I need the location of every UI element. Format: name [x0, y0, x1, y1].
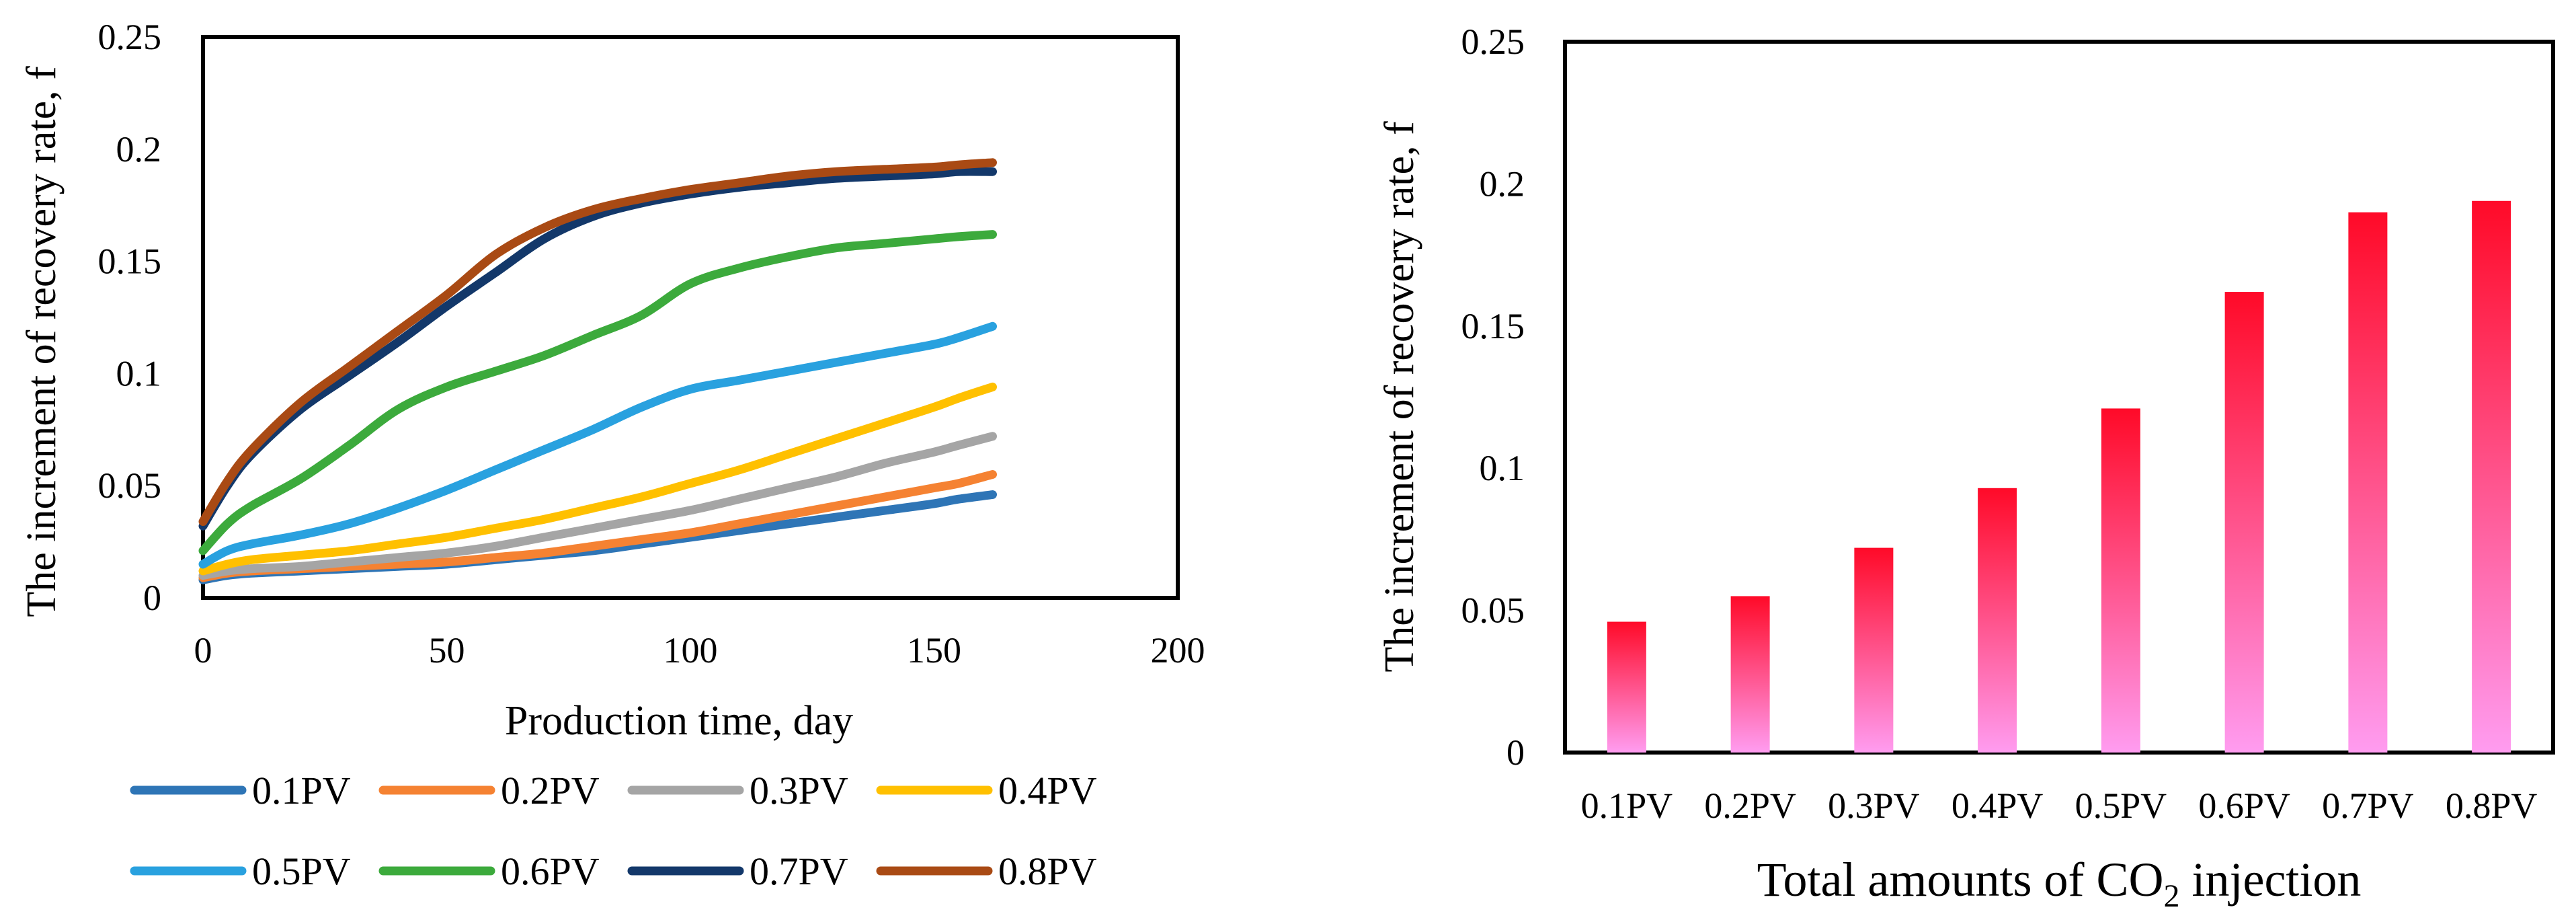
line-x-tick-label: 100 — [663, 630, 718, 670]
line-y-tick-label: 0.2 — [116, 129, 162, 169]
line-legend: 0.1PV 0.2PV 0.3PV 0.4PV 0.5PV 0.6PV 0.7PV 0.8PV — [130, 769, 1097, 893]
bar-x-tick-label: 0.2PV — [1704, 785, 1796, 826]
bar-x-axis-label-suffix: injection — [2179, 853, 2361, 907]
series-line-0.4PV — [198, 382, 997, 576]
bar-x-tick-label: 0.5PV — [2075, 785, 2167, 826]
bar-y-tick-label: 0.05 — [1461, 590, 1525, 631]
bar-x-tick-label: 0.4PV — [1951, 785, 2044, 826]
line-y-tick-label: 0.1 — [116, 353, 162, 393]
bar-y-tick-label: 0.1 — [1480, 448, 1525, 488]
line-plot-frame — [201, 35, 1180, 600]
bar-x-axis-label-subscript: 2 — [2163, 878, 2179, 914]
bar-y-axis-label: The increment of recovery rate, f — [1377, 121, 1422, 673]
bar-0.3PV — [1854, 547, 1894, 753]
line-y-tick-labels: 0 0.05 0.1 0.15 0.2 0.25 — [98, 17, 162, 618]
line-y-tick-label: 0.25 — [98, 17, 162, 57]
bar-chart: 0 0.05 0.1 0.15 0.2 0.25 0.1PV 0.2PV 0.3PV 0.4PV… — [1377, 22, 2555, 914]
legend-label: 0.1PV — [252, 769, 351, 812]
bar-0.4PV — [1978, 488, 2017, 753]
bar-0.6PV — [2224, 292, 2264, 753]
line-series-group — [198, 158, 997, 584]
bar-x-tick-label: 0.3PV — [1828, 785, 1920, 826]
bar-x-axis-label-prefix: Total amounts of CO — [1757, 853, 2164, 907]
series-line-0.8PV — [198, 158, 997, 527]
bar-0.5PV — [2101, 408, 2140, 753]
line-y-tick-label: 0.15 — [98, 241, 162, 282]
line-chart: 0 0.05 0.1 0.15 0.2 0.25 0 50 100 150 200 Product… — [19, 17, 1205, 893]
legend-label: 0.3PV — [750, 769, 848, 812]
legend-label: 0.7PV — [750, 849, 848, 893]
bar-0.7PV — [2348, 212, 2388, 753]
bar-x-axis-label: Total amounts of CO2 injection — [1757, 853, 2362, 914]
bar-x-tick-label: 0.8PV — [2446, 785, 2538, 826]
line-y-tick-label: 0.05 — [98, 465, 162, 506]
series-line-0.7PV — [198, 167, 997, 531]
bar-y-tick-label: 0.15 — [1461, 306, 1525, 346]
bar-0.8PV — [2472, 200, 2511, 753]
line-x-tick-labels: 0 50 100 150 200 — [194, 630, 1205, 670]
series-line-0.5PV — [198, 321, 997, 569]
legend-label: 0.5PV — [252, 849, 351, 893]
bar-group — [1607, 200, 2511, 753]
bar-0.1PV — [1607, 621, 1646, 753]
bar-y-tick-label: 0.25 — [1461, 22, 1525, 62]
bar-y-tick-label: 0.2 — [1480, 163, 1525, 204]
bar-x-tick-label: 0.6PV — [2198, 785, 2290, 826]
series-line-0.6PV — [198, 230, 997, 555]
line-x-axis-label: Production time, day — [505, 698, 853, 744]
line-x-tick-label: 0 — [194, 630, 212, 670]
bar-x-tick-label: 0.1PV — [1581, 785, 1673, 826]
legend-label: 0.8PV — [998, 849, 1097, 893]
line-y-axis-label: The increment of recovery rate, f — [19, 66, 65, 617]
bar-plot-frame — [1563, 40, 2555, 755]
line-x-tick-label: 50 — [429, 630, 465, 670]
legend-label: 0.6PV — [501, 849, 600, 893]
bar-x-tick-labels: 0.1PV 0.2PV 0.3PV 0.4PV 0.5PV 0.6PV 0.7PV 0.8PV — [1581, 785, 2538, 826]
line-x-tick-label: 150 — [907, 630, 961, 670]
line-y-tick-label: 0 — [143, 578, 161, 618]
line-x-tick-label: 200 — [1151, 630, 1205, 670]
series-line-0.3PV — [198, 432, 997, 580]
bar-0.2PV — [1730, 596, 1770, 753]
legend-label: 0.2PV — [501, 769, 600, 812]
bar-y-tick-labels: 0 0.05 0.1 0.15 0.2 0.25 — [1461, 22, 1525, 773]
bar-x-tick-label: 0.7PV — [2322, 785, 2414, 826]
legend-label: 0.4PV — [998, 769, 1097, 812]
bar-y-tick-label: 0 — [1506, 732, 1525, 773]
